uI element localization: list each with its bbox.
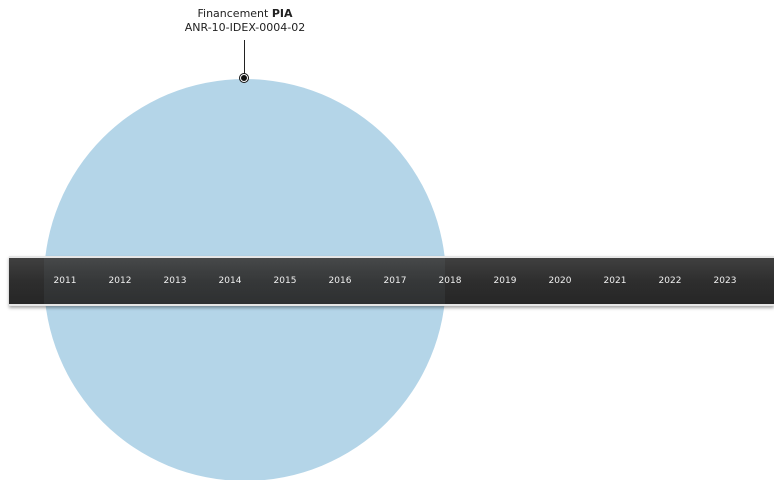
year-label: 2016 [328,276,352,286]
year-label: 2020 [548,276,572,286]
year-label: 2017 [383,276,407,286]
leader-dot [240,74,248,82]
callout-title: Financement PIA [145,7,345,21]
year-label: 2012 [108,276,132,286]
year-label: 2011 [53,276,77,286]
callout-reference: ANR-10-IDEX-0004-02 [184,21,306,34]
funding-callout: Financement PIA ANR-10-IDEX-0004-02 [145,7,345,35]
year-label: 2021 [603,276,627,286]
callout-prefix: Financement [197,7,269,20]
year-label: 2018 [438,276,462,286]
year-label: 2023 [713,276,737,286]
timeline-bar [9,256,774,306]
year-label: 2022 [658,276,682,286]
leader-line [244,40,245,78]
year-label: 2015 [273,276,297,286]
year-label: 2019 [493,276,517,286]
callout-strong: PIA [271,7,293,20]
year-label: 2014 [218,276,242,286]
year-label: 2013 [163,276,187,286]
